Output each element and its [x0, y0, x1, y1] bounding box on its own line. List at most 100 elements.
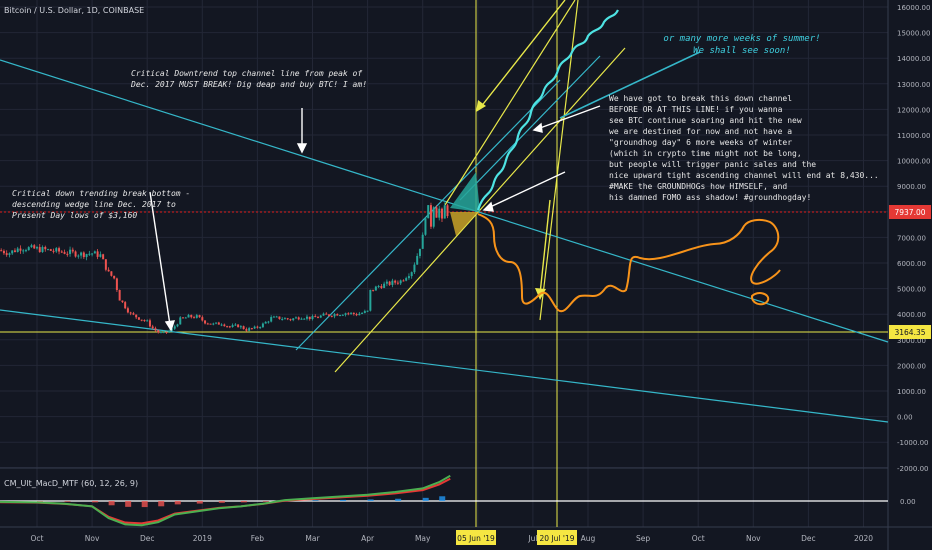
candle-body — [52, 250, 55, 252]
wedge-note[interactable]: Critical down trending break bottom - des… — [12, 189, 190, 220]
candle-body — [201, 317, 204, 321]
time-tick-label: Apr — [361, 534, 375, 543]
candle-body — [110, 271, 113, 276]
candle-body — [151, 326, 154, 329]
orange-triangle-highlight — [450, 212, 478, 236]
candle-body — [300, 318, 303, 320]
candle-body — [104, 259, 107, 270]
candle-body — [336, 314, 339, 316]
candle-body — [311, 316, 314, 320]
price-tick-label: 4000.00 — [897, 311, 926, 319]
candle-body — [121, 300, 124, 303]
candle-body — [435, 207, 438, 218]
candle-body — [30, 245, 33, 248]
price-tick-label: 5000.00 — [897, 286, 926, 294]
note-line: (which in crypto time might not be long, — [609, 149, 802, 158]
question-mark-dot — [751, 292, 770, 306]
bullish-projection-path[interactable] — [476, 9, 619, 211]
downtrend-note[interactable]: Critical Downtrend top channel line from… — [130, 69, 367, 89]
white-arrows — [149, 105, 601, 332]
candle-body — [154, 328, 157, 331]
candle-body — [129, 312, 132, 314]
candle-body — [69, 249, 72, 254]
candle-body — [314, 316, 317, 318]
time-tick-label: Nov — [85, 534, 100, 543]
time-tick-label: Mar — [305, 534, 320, 543]
ascending-channel-upper[interactable] — [459, 55, 601, 201]
macd-histogram-bar — [64, 501, 71, 502]
price-tick-label: 10000.00 — [897, 158, 930, 166]
time-axis[interactable]: Oct Nov Dec 2019 Feb Mar Apr May Jul Aug Sep Oct Nov… — [31, 534, 874, 543]
candle-body — [5, 253, 8, 255]
candle-body — [380, 286, 383, 288]
candle-body — [140, 319, 143, 321]
candle-body — [421, 234, 424, 249]
price-tick-label: 14000.00 — [897, 55, 930, 63]
time-tick-label: Dec — [801, 534, 816, 543]
candle-body — [60, 251, 63, 253]
note-line: #MAKE the GROUNDHOGs how HIMSELF, and — [609, 182, 787, 191]
yellow-channel-upper[interactable] — [444, 0, 576, 206]
candle-body — [27, 247, 30, 251]
candle-body — [168, 330, 171, 333]
price-tick-label: 11000.00 — [897, 132, 930, 140]
price-axis[interactable]: 16000.00 15000.00 14000.00 13000.00 12000.00… — [897, 4, 930, 473]
date-tag-jul-text: 20 Jul '19 — [540, 534, 575, 543]
candle-body — [278, 316, 281, 320]
candle-body — [55, 248, 58, 252]
candle-body — [137, 317, 140, 320]
candle-body — [8, 253, 11, 255]
candle-body — [148, 320, 151, 327]
yellow-arrow-top[interactable] — [479, 0, 566, 109]
candle-body — [107, 269, 110, 272]
candle-body — [281, 318, 284, 320]
candle-body — [13, 250, 16, 252]
candle-body — [330, 315, 333, 317]
candle-body — [402, 280, 405, 282]
candle-body — [372, 289, 375, 291]
candle-body — [19, 248, 22, 251]
yellow-arrow-down[interactable] — [539, 199, 551, 295]
summer-note[interactable]: or many more weeks of summer! We shall se… — [663, 34, 820, 56]
candle-body — [388, 281, 391, 285]
candle-body — [429, 205, 432, 227]
candle-body — [443, 205, 446, 219]
candle-body — [198, 315, 201, 318]
indicator-title: CM_Ult_MacD_MTF (60, 12, 26, 9) — [4, 479, 138, 488]
wedge-bottom-line[interactable] — [0, 309, 889, 423]
price-tick-label: 13000.00 — [897, 81, 930, 89]
candle-body — [405, 278, 408, 281]
macd-histogram-bar — [439, 496, 446, 501]
price-tick-label: -1000.00 — [897, 439, 928, 447]
candle-body — [22, 250, 25, 252]
candle-body — [347, 313, 350, 315]
yellow-channel-lower[interactable] — [334, 47, 626, 373]
candle-body — [215, 322, 218, 324]
candle-body — [239, 326, 242, 328]
candle-body — [102, 254, 105, 260]
downtrend-top-line[interactable] — [0, 59, 889, 343]
main-note[interactable]: We have got to break this down channel BE… — [609, 94, 879, 202]
macd-histogram-bar — [312, 500, 319, 501]
note-line: Present Day lows of $3,160 — [12, 211, 137, 220]
candle-body — [399, 280, 402, 284]
candle-body — [231, 325, 234, 328]
support-price-tag-text: 3164.35 — [894, 328, 925, 337]
candle-body — [115, 278, 118, 290]
candle-body — [217, 322, 220, 325]
candle-body — [248, 328, 251, 331]
candle-body — [170, 328, 173, 331]
candle-body — [88, 253, 91, 255]
time-tick-label: Nov — [746, 534, 761, 543]
candle-body — [283, 318, 286, 320]
candle-body — [228, 326, 231, 328]
candle-body — [124, 302, 127, 309]
macd-histogram-bar — [174, 501, 181, 505]
candle-body — [187, 314, 190, 318]
candle-body — [96, 251, 99, 257]
bearish-projection-path[interactable] — [477, 213, 781, 313]
price-tick-label: 16000.00 — [897, 4, 930, 12]
macd-histogram-bar — [158, 501, 165, 507]
price-tick-label: 7000.00 — [897, 234, 926, 242]
